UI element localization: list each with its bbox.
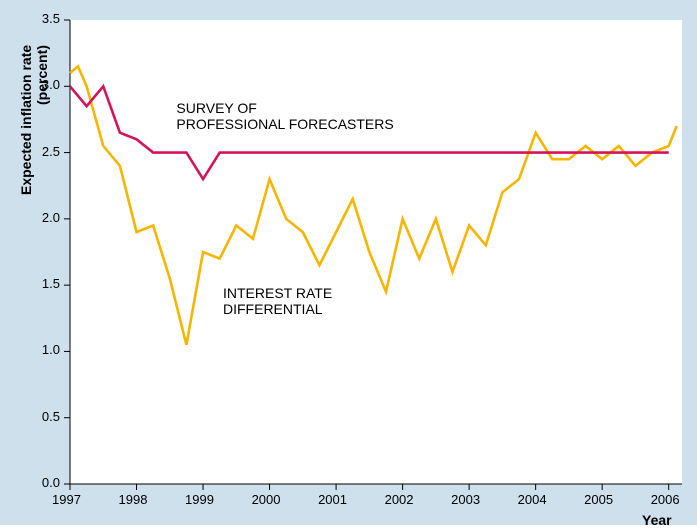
x-tick-label: 2001 — [318, 492, 347, 507]
x-tick-label: 2005 — [584, 492, 613, 507]
y-tick-label: 0.5 — [42, 409, 60, 424]
y-tick-label: 3.5 — [42, 11, 60, 26]
y-tick-label: 1.5 — [42, 276, 60, 291]
y-tick-label: 2.5 — [42, 144, 60, 159]
survey-annotation: SURVEY OFPROFESSIONAL FORECASTERS — [176, 100, 393, 132]
chart-svg — [0, 0, 697, 525]
x-tick-label: 1998 — [119, 492, 148, 507]
y-tick-label: 3.0 — [42, 77, 60, 92]
y-axis-label-line2: (percent) — [34, 45, 50, 105]
inflation-expectations-chart: Expected inflation rate (percent) Year S… — [0, 0, 697, 525]
y-tick-label: 1.0 — [42, 342, 60, 357]
x-tick-label: 2004 — [518, 492, 547, 507]
y-axis-label-line1: Expected inflation rate — [18, 45, 34, 195]
x-tick-label: 2006 — [651, 492, 680, 507]
differential-annotation: INTEREST RATEDIFFERENTIAL — [223, 285, 332, 317]
x-tick-label: 1999 — [185, 492, 214, 507]
x-tick-label: 1997 — [52, 492, 81, 507]
x-tick-label: 2002 — [385, 492, 414, 507]
x-axis-label: Year — [642, 512, 672, 528]
y-tick-label: 2.0 — [42, 210, 60, 225]
y-tick-label: 0.0 — [42, 475, 60, 490]
x-tick-label: 2003 — [451, 492, 480, 507]
x-tick-label: 2000 — [252, 492, 281, 507]
